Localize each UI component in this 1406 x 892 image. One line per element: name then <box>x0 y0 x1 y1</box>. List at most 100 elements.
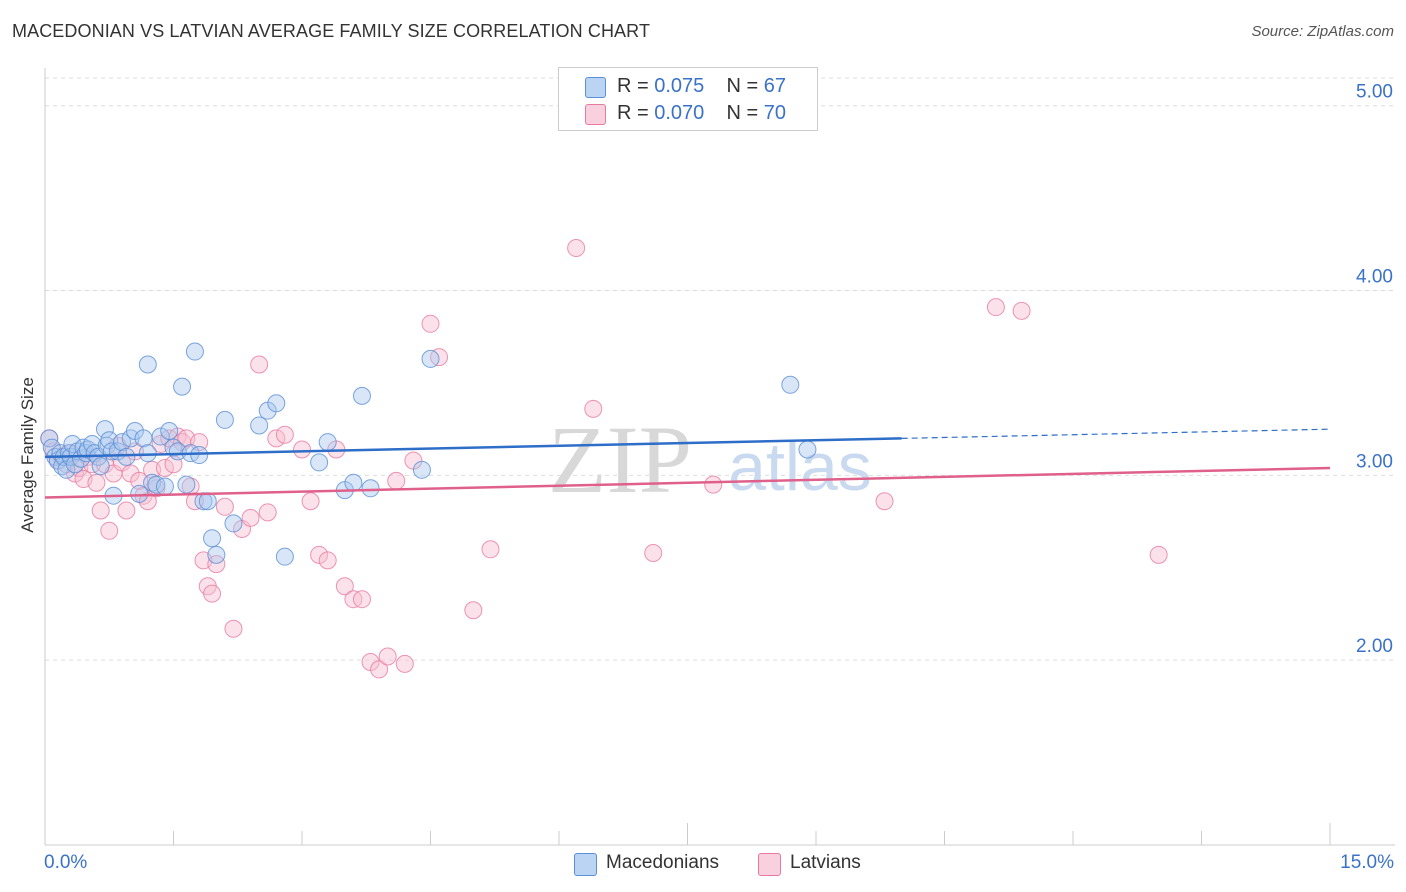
legend-r-value: 0.075 <box>654 75 705 97</box>
macedonians-point <box>318 433 337 452</box>
macedonians-point <box>224 514 243 533</box>
macedonians-point <box>190 446 209 465</box>
y-tick-label: 2.00 <box>1356 636 1393 657</box>
macedonians-point <box>185 342 204 361</box>
trend-lines <box>44 428 1331 499</box>
latvians-point <box>207 555 226 574</box>
y-tick-labels: 2.00 3.00 4.00 5.00 <box>1356 82 1393 657</box>
legend-r-label: R = <box>617 75 649 97</box>
y-tick-label: 3.00 <box>1356 451 1393 472</box>
macedonians-point <box>198 492 217 511</box>
legend-label-latvians: Latvians <box>790 852 861 873</box>
latvians-point <box>395 654 414 673</box>
macedonians-trend-line <box>44 437 902 459</box>
latvians-point <box>203 584 222 603</box>
watermark-zip: ZIP <box>548 406 692 513</box>
latvians-point <box>215 497 234 516</box>
macedonians-point <box>412 460 431 479</box>
macedonians-point <box>310 453 329 472</box>
latvians-trend-line <box>44 466 1331 499</box>
legend-r-label: R = <box>617 102 649 124</box>
watermark: ZIP atlas <box>548 406 872 513</box>
macedonians-point <box>117 447 136 466</box>
macedonians-point <box>160 422 179 441</box>
macedonians-point <box>155 477 174 496</box>
latvians-point <box>335 577 354 596</box>
legend-swatch-blue <box>585 77 606 98</box>
chart-title: MACEDONIAN VS LATVIAN AVERAGE FAMILY SIZ… <box>12 21 651 41</box>
latvians-point <box>481 540 500 559</box>
macedonians-point <box>177 475 196 494</box>
macedonians-point <box>344 473 363 492</box>
latvians-point <box>250 355 269 374</box>
macedonians-point <box>138 355 157 374</box>
correlation-legend: R = 0.075 N = 67 R = 0.070 N = 70 <box>558 67 818 131</box>
latvians-point <box>421 314 440 333</box>
latvians-point <box>293 440 311 459</box>
latvians-point <box>100 521 119 540</box>
gridlines <box>45 77 1395 661</box>
x-tick-label-max: 15.0% <box>1340 852 1394 873</box>
macedonians-point <box>207 545 226 564</box>
macedonians-point <box>421 349 440 368</box>
macedonians-point <box>91 457 110 476</box>
macedonians-point <box>138 444 157 463</box>
macedonians-point <box>798 440 817 459</box>
latvians-point <box>387 471 406 490</box>
latvians-point <box>310 545 329 564</box>
macedonians-point <box>275 547 294 566</box>
x-tick-label-min: 0.0% <box>44 852 88 873</box>
latvians-point <box>117 501 136 520</box>
legend-swatch-blue <box>574 853 597 876</box>
axes <box>44 68 1395 846</box>
latvians-point <box>567 239 586 258</box>
legend-n-label: N = <box>726 102 759 124</box>
macedonians-point <box>352 386 371 405</box>
latvians-point <box>464 601 483 620</box>
latvians-point <box>155 458 174 477</box>
latvians-point <box>91 501 110 520</box>
macedonians-point <box>203 529 222 548</box>
macedonians-trend-extension <box>901 428 1331 439</box>
latvians-point <box>275 425 294 444</box>
latvians-point <box>87 473 106 492</box>
latvians-point <box>352 590 371 609</box>
macedonians-point <box>113 433 132 452</box>
macedonians-point <box>151 427 170 446</box>
latvians-point <box>241 508 260 527</box>
legend-r-value: 0.070 <box>654 102 705 124</box>
y-tick-label: 5.00 <box>1356 82 1393 103</box>
macedonians-point <box>130 484 149 503</box>
macedonians-point <box>173 377 192 396</box>
macedonians-point <box>250 416 269 435</box>
latvians-point <box>378 647 397 666</box>
latvians-point <box>1012 301 1031 320</box>
latvians-point <box>1149 545 1168 564</box>
latvians-point <box>644 543 663 562</box>
macedonians-point <box>267 394 286 413</box>
latvians-point <box>875 492 894 511</box>
legend-n-value: 67 <box>763 75 787 97</box>
latvians-point <box>584 399 603 418</box>
legend-swatch-pink <box>585 104 606 125</box>
latvians-point <box>224 619 243 638</box>
legend-n-value: 70 <box>763 102 787 124</box>
macedonians-points <box>40 342 817 566</box>
latvians-points <box>40 239 1168 679</box>
latvians-point <box>370 660 389 679</box>
chart-source: Source: ZipAtlas.com <box>1251 23 1394 40</box>
macedonians-point <box>781 375 800 394</box>
latvians-point <box>704 475 723 494</box>
y-tick-label: 4.00 <box>1356 267 1393 288</box>
legend-swatch-pink <box>758 853 781 876</box>
legend-n-label: N = <box>726 75 759 97</box>
legend-label-macedonians: Macedonians <box>606 852 720 873</box>
latvians-point <box>258 503 277 522</box>
macedonians-point <box>361 479 380 498</box>
latvians-point <box>267 429 286 448</box>
latvians-point <box>986 298 1005 317</box>
latvians-point <box>301 492 320 511</box>
latvians-point <box>318 551 337 570</box>
macedonians-point <box>215 410 234 429</box>
